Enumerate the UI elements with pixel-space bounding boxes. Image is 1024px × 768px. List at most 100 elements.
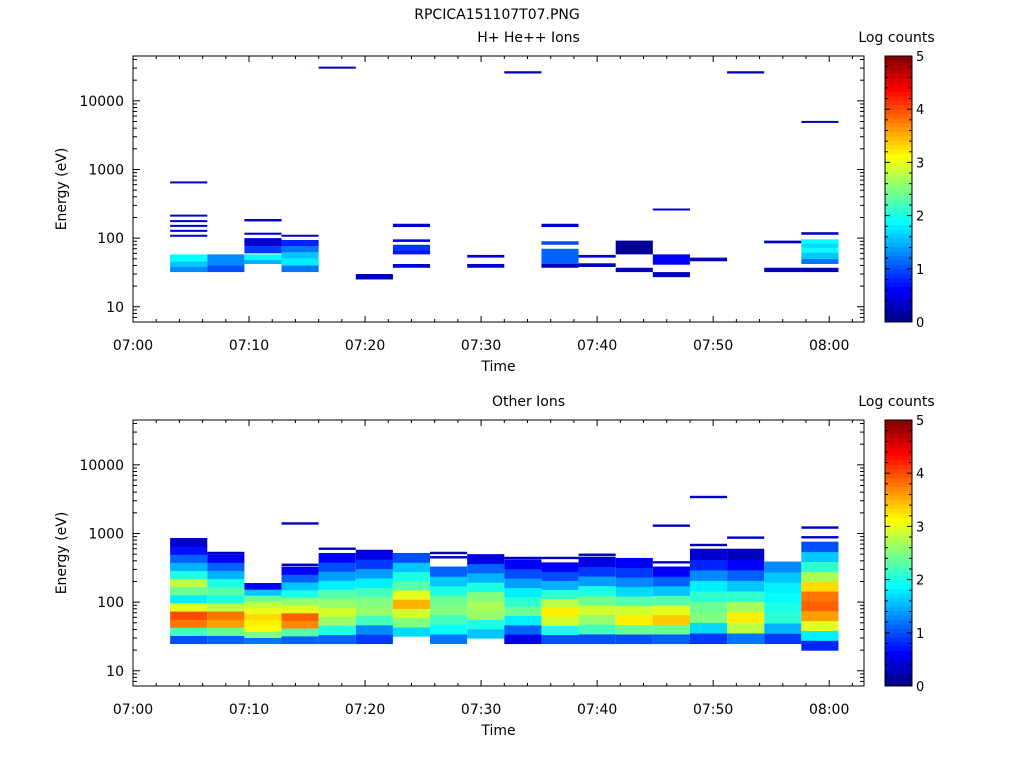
colorbar-segment xyxy=(885,610,912,616)
colorbar-tick-label: 0 xyxy=(916,680,924,695)
x-tick-label: 07:40 xyxy=(577,702,617,718)
heatmap-cell xyxy=(170,627,208,636)
colorbar-segment xyxy=(885,299,912,305)
heatmap-cell xyxy=(689,611,728,624)
heatmap-cell xyxy=(392,263,431,268)
colorbar-segment xyxy=(885,424,912,430)
heatmap-cell xyxy=(689,590,728,602)
heatmap-cell xyxy=(764,240,802,244)
x-tick-label: 07:50 xyxy=(693,338,733,354)
heatmap-cell xyxy=(355,615,393,626)
heatmap-cell xyxy=(541,589,579,599)
colorbar-segment xyxy=(885,539,912,545)
heatmap-cell xyxy=(392,562,431,573)
heatmap-cell xyxy=(392,239,431,242)
y-axis-label: Energy (eV) xyxy=(54,148,70,231)
panel-other-ions: 07:00 07:10 07:20 07:30 07:40 07:50 08:00 Time 1… xyxy=(54,394,935,739)
heatmap-cell xyxy=(392,250,431,255)
colorbar-segment xyxy=(885,95,912,101)
heatmap-cell xyxy=(764,582,802,593)
heatmap-cell xyxy=(281,581,319,591)
colorbar-segment xyxy=(885,428,912,434)
colorbar-segment xyxy=(885,166,912,172)
colorbar-segment xyxy=(885,517,912,523)
heatmap-cell xyxy=(504,596,542,607)
heatmap-cell xyxy=(430,585,468,596)
heatmap-cell xyxy=(467,619,505,630)
heatmap-cell xyxy=(207,554,245,563)
heatmap-cell xyxy=(578,566,616,577)
colorbar-segment xyxy=(885,73,912,79)
heatmap-cell xyxy=(355,596,393,607)
colorbar-segment xyxy=(885,78,912,84)
heatmap-cell xyxy=(170,261,208,267)
heatmap-cell xyxy=(170,214,208,217)
heatmap-cell xyxy=(652,585,690,596)
colorbar-segment xyxy=(885,64,912,70)
heatmap-cell xyxy=(541,607,579,618)
colorbar-segment xyxy=(885,654,912,660)
heatmap-cell xyxy=(355,605,393,616)
heatmap-cell xyxy=(281,604,319,614)
colorbar-segment xyxy=(885,277,912,283)
heatmap-cell xyxy=(430,604,468,616)
colorbar-segment xyxy=(885,264,912,270)
colorbar-tick-label: 5 xyxy=(916,50,924,65)
heatmap-cell xyxy=(541,556,579,560)
heatmap-cell xyxy=(652,272,690,278)
colorbar-segment xyxy=(885,477,912,483)
heatmap-cell xyxy=(801,561,839,572)
heatmap-cell xyxy=(281,258,319,266)
heatmap-cell xyxy=(801,541,839,553)
heatmap-cell xyxy=(467,582,505,593)
heatmap-cell xyxy=(801,630,839,641)
heatmap-cell xyxy=(207,265,245,273)
heatmap-cell xyxy=(318,547,356,550)
heatmap-cell xyxy=(764,633,802,645)
heatmap-cell xyxy=(244,607,282,614)
y-tick-label: 10 xyxy=(106,664,124,680)
colorbar-segment xyxy=(885,140,912,146)
heatmap-cell xyxy=(318,598,356,608)
colorbar-segment xyxy=(885,189,912,194)
heatmap-cell xyxy=(652,633,690,645)
heatmap-cell xyxy=(689,543,728,547)
heatmap-cell xyxy=(318,580,356,590)
plot-frame xyxy=(132,55,865,323)
colorbar-segment xyxy=(885,521,912,527)
heatmap-cell xyxy=(318,634,356,645)
heatmap-cell xyxy=(281,589,319,598)
colorbar-segment xyxy=(885,508,912,514)
heatmap-cell xyxy=(689,601,728,613)
heatmap-cell xyxy=(504,634,542,645)
colorbar-segment xyxy=(885,91,912,97)
y-axis: 10 100 1000 10000 Energy (eV) xyxy=(54,423,864,687)
colorbar-segment xyxy=(885,433,912,439)
x-tick-label: 07:30 xyxy=(461,338,501,354)
heatmap-cell xyxy=(504,568,542,579)
heatmap-cell xyxy=(281,597,319,606)
heatmap-cell xyxy=(170,234,208,237)
heatmap-cell xyxy=(541,571,579,581)
colorbar-segment xyxy=(885,197,912,203)
colorbar-frame xyxy=(884,419,913,687)
colorbar-label: Log counts xyxy=(858,394,934,410)
colorbar-segment xyxy=(885,118,912,123)
heatmap-cell xyxy=(801,581,839,592)
heatmap-cell xyxy=(504,578,542,588)
heatmap-cell xyxy=(801,243,839,248)
colorbar: 0 1 2 3 4 5 Log counts xyxy=(858,30,934,331)
colorbar-segment xyxy=(885,206,912,212)
heatmap-cell xyxy=(541,598,579,608)
colorbar-segment xyxy=(885,561,912,567)
heatmap-cell xyxy=(541,616,579,627)
heatmap-cell xyxy=(170,578,208,588)
heatmap-cell xyxy=(244,625,282,632)
heatmap-cell xyxy=(430,556,468,559)
heatmap-cell xyxy=(578,595,616,606)
colorbar-segment xyxy=(885,557,912,563)
heatmap-cell xyxy=(801,232,839,235)
heatmap-cell xyxy=(207,254,245,266)
heatmap-cell xyxy=(170,562,208,572)
x-tick-label: 08:00 xyxy=(809,338,849,354)
